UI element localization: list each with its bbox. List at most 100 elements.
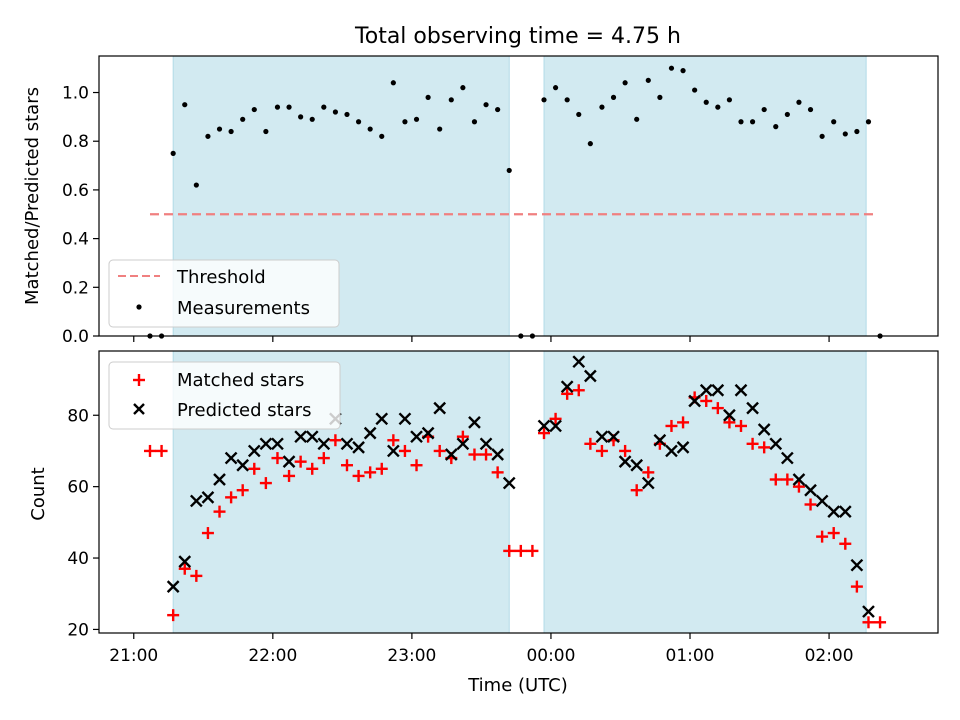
matched-star-point — [491, 466, 504, 479]
measurement-point — [645, 77, 651, 83]
count-y-axis-label: Count — [28, 467, 49, 520]
measurement-point — [715, 104, 721, 110]
matched-star-point — [514, 544, 527, 557]
measurement-point — [425, 94, 431, 100]
time-x-tick-label: 02:00 — [805, 646, 854, 666]
predicted-stars-series — [166, 355, 875, 618]
measurement-point — [657, 94, 663, 100]
predicted-star-point — [468, 416, 481, 429]
matched-star-point — [294, 455, 307, 468]
matched-star-point — [827, 527, 840, 540]
predicted-star-point — [317, 437, 331, 451]
measurement-point — [216, 126, 223, 132]
matched-legend-label: Matched stars — [177, 370, 304, 391]
measurements-legend-label: Measurements — [177, 298, 310, 319]
predicted-star-stroke-b — [572, 355, 586, 369]
chart-title: Total observing time = 4.75 h — [354, 24, 681, 49]
time-x-axis: 21:00 22:00 23:00 00:00 01:00 02:00 — [109, 633, 854, 666]
predicted-star-point — [375, 412, 389, 426]
predicted-star-point — [166, 580, 180, 593]
ratio-legend: Threshold Measurements — [108, 259, 340, 328]
predicted-star-point — [201, 491, 215, 504]
measurement-point — [286, 104, 292, 110]
matched-star-point — [723, 416, 736, 429]
time-x-tick-label: 21:00 — [109, 646, 158, 666]
predicted-star-point — [665, 444, 678, 458]
predicted-star-point — [630, 458, 644, 472]
time-x-tick-label: 01:00 — [666, 646, 715, 666]
measurement-point — [819, 133, 825, 139]
measurement-point — [506, 167, 512, 174]
measurement-point — [402, 119, 408, 125]
predicted-star-stroke-b — [850, 558, 864, 572]
matched-star-point — [850, 580, 863, 593]
measurement-point — [552, 85, 559, 91]
ratio-legend-box — [108, 259, 340, 328]
measurement-point — [309, 116, 315, 122]
measurement-point — [622, 80, 628, 86]
predicted-legend-label: Predicted stars — [177, 400, 311, 421]
threshold-legend-label: Threshold — [176, 267, 266, 288]
matched-star-point — [642, 466, 655, 479]
count-y-tick-label: 80 — [67, 406, 89, 426]
predicted-star-point — [676, 441, 690, 454]
predicted-star-stroke-b — [607, 430, 620, 444]
predicted-star-point — [560, 380, 574, 394]
matched-star-point — [375, 462, 388, 475]
ratio-y-tick-label: 0.2 — [62, 278, 89, 298]
predicted-star-stroke-b — [792, 473, 806, 486]
matched-star-point — [816, 530, 829, 543]
predicted-star-point — [247, 444, 261, 458]
predicted-star-stroke-b — [433, 401, 447, 415]
predicted-star-stroke-b — [537, 419, 551, 433]
measurement-point — [576, 111, 582, 118]
count-panel-frame — [98, 350, 939, 634]
predicted-star-point — [688, 394, 701, 408]
predicted-star-stroke-b — [340, 437, 354, 451]
predicted-star-point — [641, 476, 655, 490]
measurement-point — [865, 119, 872, 125]
predicted-star-point — [711, 383, 725, 397]
matched-star-point — [201, 527, 214, 540]
matched-star-point — [410, 459, 423, 472]
measurement-point — [413, 116, 420, 122]
matched-legend-swatch — [133, 374, 145, 386]
measurement-point — [495, 106, 501, 113]
predicted-star-stroke-b — [317, 437, 331, 451]
matched-star-point — [584, 437, 597, 450]
measurement-point — [726, 97, 733, 103]
matched-star-point — [792, 480, 805, 493]
matched-star-point — [456, 430, 469, 443]
predicted-star-point — [757, 423, 771, 436]
predicted-star-stroke-b — [653, 433, 667, 447]
predicted-star-stroke-b — [711, 383, 725, 397]
predicted-star-stroke-b — [560, 380, 574, 394]
measurement-point — [460, 85, 466, 91]
predicted-star-stroke-b — [479, 437, 493, 451]
measurement-point — [170, 150, 176, 156]
measurement-point — [610, 94, 617, 100]
predicted-star-stroke-b — [618, 455, 632, 469]
x-axis-label: Time (UTC) — [467, 675, 568, 696]
ratio-y-tick-label: 1.0 — [62, 84, 89, 104]
predicted-star-point — [549, 419, 562, 433]
matched-star-point — [711, 402, 724, 415]
matched-star-point — [874, 616, 887, 629]
predicted-star-stroke-b — [294, 430, 307, 444]
count-y-tick-label: 20 — [67, 620, 89, 640]
measurement-point — [448, 97, 454, 103]
predicted-star-stroke-b — [734, 383, 748, 397]
matched-star-point — [769, 473, 782, 486]
predicted-star-stroke-b — [630, 458, 644, 472]
predicted-star-stroke-b — [862, 605, 875, 618]
measurement-point — [668, 65, 675, 71]
predicted-star-stroke-b — [838, 505, 852, 518]
predicted-star-stroke-b — [815, 494, 829, 508]
predicted-star-stroke-b — [641, 476, 655, 490]
predicted-star-point — [271, 437, 284, 451]
predicted-star-point — [259, 437, 273, 451]
matched-star-point — [862, 616, 875, 629]
matched-star-point — [734, 419, 747, 432]
